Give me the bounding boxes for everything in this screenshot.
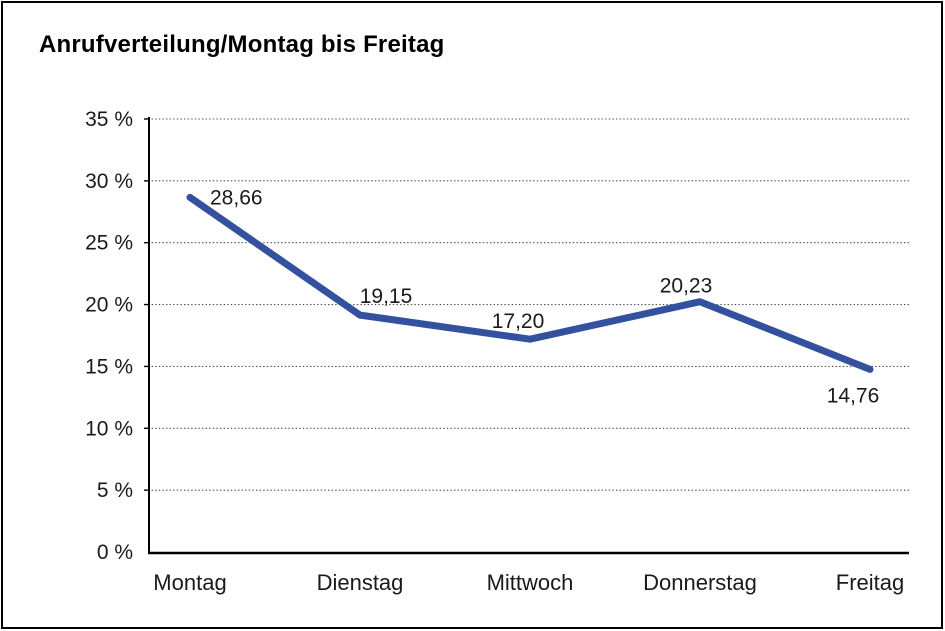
y-axis-label: 10 %: [85, 417, 133, 440]
data-line: [186, 193, 874, 373]
data-label: 28,66: [210, 186, 263, 209]
y-axis-label: 35 %: [85, 108, 133, 131]
data-label: 17,20: [492, 310, 545, 333]
y-axis-label: 20 %: [85, 294, 133, 317]
y-axis-label: 15 %: [85, 355, 133, 378]
y-axis-label: 5 %: [97, 479, 133, 502]
y-axis-label: 30 %: [85, 170, 133, 193]
x-axis-label: Dienstag: [317, 570, 404, 595]
data-label: 19,15: [360, 285, 413, 308]
chart-title: Anrufverteilung/Montag bis Freitag: [39, 31, 445, 58]
x-axis-label: Montag: [153, 570, 226, 595]
x-axis-label: Mittwoch: [487, 570, 574, 595]
y-axis-label: 25 %: [85, 232, 133, 255]
y-axis-label: 0 %: [97, 541, 133, 564]
data-label: 20,23: [660, 275, 713, 298]
x-axis-label: Freitag: [836, 570, 904, 595]
data-label: 14,76: [827, 384, 880, 407]
x-axis-label: Donnerstag: [643, 570, 757, 595]
call-distribution-line-chart: 0 % 5 % 10 % 15 % 20 % 25 % 30 % 35 % Montag Dien…: [85, 108, 909, 595]
